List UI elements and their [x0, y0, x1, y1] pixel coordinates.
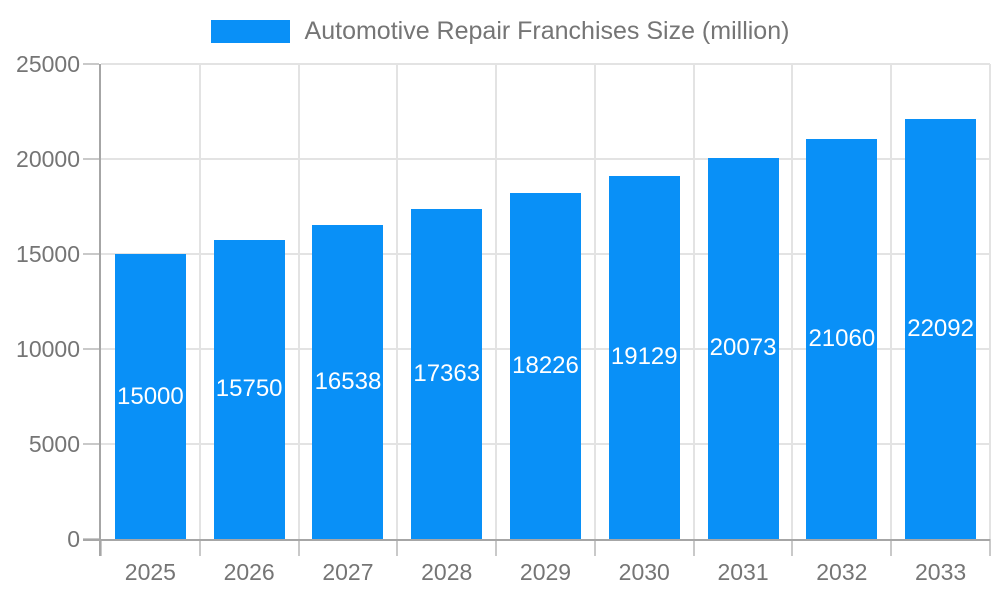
bar-2030: 19129	[608, 175, 680, 539]
gridline-vertical	[890, 64, 893, 539]
y-axis-tick-label: 25000	[16, 51, 80, 77]
x-axis-label-2031: 2031	[717, 559, 769, 585]
bar-value-label: 22092	[907, 315, 974, 343]
x-axis-label-2032: 2032	[816, 559, 868, 585]
x-axis-label-2027: 2027	[322, 559, 374, 585]
x-axis-tick	[593, 539, 596, 556]
x-axis-tick	[989, 539, 991, 556]
x-axis-label-2033: 2033	[915, 559, 967, 585]
x-axis-label-2025: 2025	[124, 559, 176, 585]
gridline-vertical	[495, 64, 498, 539]
legend: Automotive Repair Franchises Size (milli…	[0, 14, 1000, 48]
bar-2033: 22092	[905, 119, 977, 539]
bar-2028: 17363	[411, 209, 483, 539]
bar-value-label: 21060	[808, 324, 876, 352]
x-axis-tick	[198, 539, 201, 556]
bar-value-label: 17363	[413, 360, 481, 388]
x-axis-label-2029: 2029	[519, 559, 572, 585]
y-axis-tick-label: 20000	[16, 146, 80, 172]
x-axis-tick	[890, 539, 893, 556]
gridline-vertical	[198, 64, 201, 539]
gridline-horizontal	[101, 63, 990, 65]
gridline-vertical	[297, 64, 300, 539]
x-axis-tick	[297, 539, 300, 556]
bar-2027: 16538	[312, 224, 384, 539]
bar-2025: 15000	[114, 254, 186, 539]
x-axis-line	[83, 539, 990, 541]
y-axis-tick-label: 5000	[28, 431, 80, 457]
x-axis-tick	[396, 539, 399, 556]
y-axis-tick	[83, 253, 99, 255]
bar-value-label: 15000	[117, 382, 184, 410]
bar-2032: 21060	[806, 138, 878, 539]
y-axis-tick-label: 0	[67, 526, 80, 552]
x-axis-label-2026: 2026	[223, 559, 275, 585]
x-axis-tick	[692, 539, 695, 556]
x-axis-label-2028: 2028	[421, 559, 473, 585]
bar-value-label: 15750	[215, 375, 283, 403]
bar-value-label: 16538	[314, 367, 382, 395]
x-axis-tick	[791, 539, 794, 556]
y-axis-tick	[83, 63, 99, 65]
y-axis-line	[99, 64, 101, 556]
y-axis-tick	[83, 348, 99, 350]
gridline-vertical	[396, 64, 399, 539]
legend-swatch-icon	[210, 19, 290, 43]
gridline-vertical	[593, 64, 596, 539]
bar-2029: 18226	[510, 192, 581, 539]
x-axis-tick	[100, 539, 102, 556]
y-axis-tick-label: 15000	[16, 241, 80, 267]
bar-2031: 20073	[707, 157, 779, 539]
bar-value-label: 18226	[512, 351, 579, 379]
gridline-vertical	[791, 64, 794, 539]
y-axis-tick-label: 10000	[16, 336, 80, 362]
gridline-horizontal	[101, 158, 990, 160]
bar-2026: 15750	[213, 239, 285, 539]
gridline-vertical	[692, 64, 695, 539]
x-axis-tick	[495, 539, 498, 556]
gridline-vertical	[989, 64, 991, 539]
y-axis-tick	[83, 158, 99, 160]
bar-value-label: 20073	[709, 334, 777, 362]
y-axis-tick	[83, 443, 99, 445]
x-axis-label-2030: 2030	[618, 559, 670, 585]
legend-label: Automotive Repair Franchises Size (milli…	[304, 16, 790, 45]
bar-value-label: 19129	[610, 343, 678, 371]
